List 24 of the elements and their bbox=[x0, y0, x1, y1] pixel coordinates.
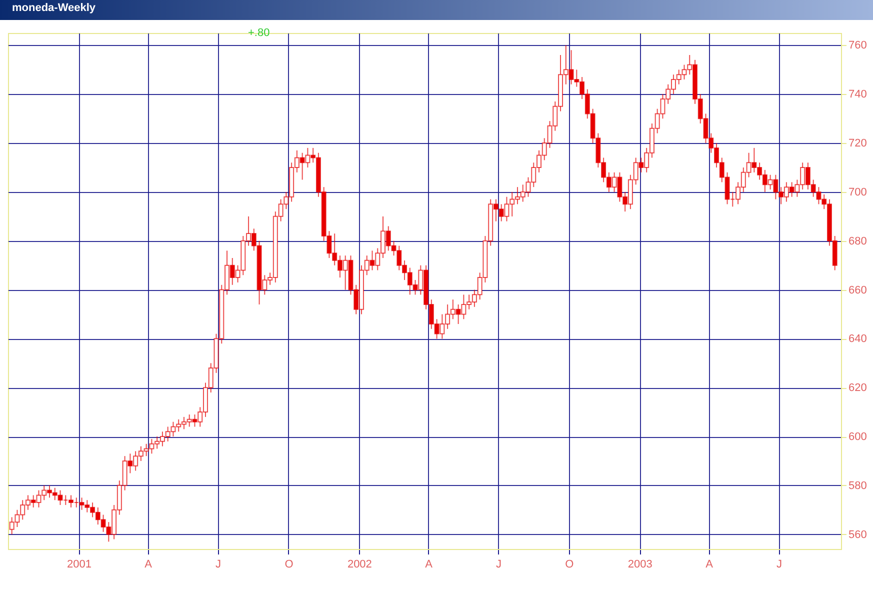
annotation: +.80 bbox=[248, 27, 270, 39]
x-tick-label: O bbox=[565, 558, 574, 570]
x-tick-label: A bbox=[144, 558, 153, 570]
x-tick-label: J bbox=[496, 558, 502, 570]
x-tick-label: J bbox=[776, 558, 782, 570]
y-tick-label: 580 bbox=[848, 480, 867, 492]
y-tick-label: 680 bbox=[848, 235, 867, 248]
x-tick-label: 2002 bbox=[347, 558, 372, 570]
x-tick-label: A bbox=[425, 558, 434, 570]
x-tick-label: A bbox=[706, 558, 714, 570]
x-tick-label: 2003 bbox=[628, 558, 652, 570]
y-tick-label: 620 bbox=[848, 382, 867, 394]
y-tick-label: 560 bbox=[848, 528, 867, 541]
x-tick-label: J bbox=[216, 558, 222, 570]
y-tick-label: 660 bbox=[848, 284, 867, 296]
y-tick-label: 740 bbox=[848, 88, 867, 101]
y-tick-label: 760 bbox=[848, 40, 867, 52]
y-tick-label: 700 bbox=[848, 186, 867, 198]
x-tick-label: O bbox=[284, 558, 294, 570]
chart-title: moneda-Weekly bbox=[12, 2, 96, 14]
x-tick-label: 2001 bbox=[66, 558, 92, 570]
y-tick-label: 640 bbox=[848, 333, 867, 346]
y-tick-label: 600 bbox=[848, 431, 867, 444]
y-tick-label: 720 bbox=[848, 138, 867, 150]
